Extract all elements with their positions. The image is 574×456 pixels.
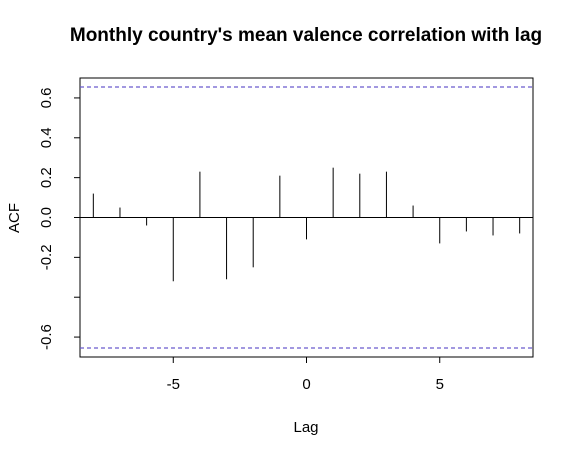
plot-region: [79, 77, 534, 358]
y-axis-label: ACF: [6, 203, 23, 233]
x-tick-label: -5: [167, 376, 180, 393]
y-tick-label: 0.0: [38, 207, 55, 228]
x-axis-label: Lag: [293, 419, 318, 436]
y-tick-label: -0.2: [38, 244, 55, 270]
y-axis: -0.6 -0.2 0.0 0.2 0.4 0.6: [38, 87, 81, 350]
chart-title: Monthly country's mean valence correlati…: [70, 25, 542, 46]
x-axis: -5 0 5: [167, 356, 444, 393]
x-tick-label: 5: [436, 376, 444, 393]
y-tick-label: -0.6: [38, 324, 55, 350]
y-tick-label: 0.2: [38, 167, 55, 188]
y-tick-label: 0.4: [38, 127, 55, 148]
y-tick-label: 0.6: [38, 87, 55, 108]
x-tick-label: 0: [302, 376, 310, 393]
